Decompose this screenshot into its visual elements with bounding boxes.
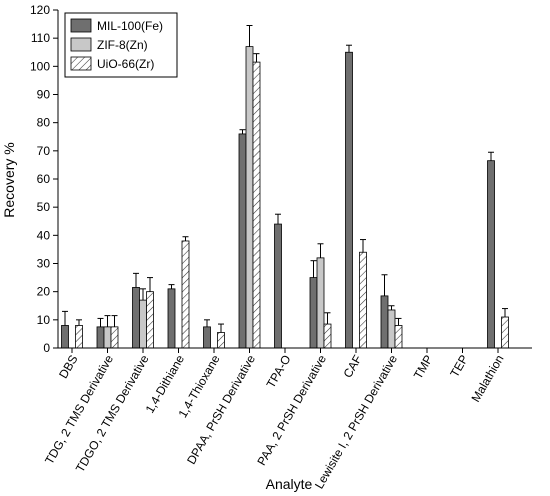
bar [316, 257, 325, 349]
bar [61, 325, 69, 349]
bar [103, 326, 112, 349]
y-tick-label: 100 [30, 59, 50, 73]
y-tick-label: 50 [37, 200, 51, 214]
legend-label: ZIF-8(Zn) [97, 38, 148, 52]
y-tick-label: 30 [37, 257, 51, 271]
legend-label: UiO-66(Zr) [97, 57, 154, 71]
x-axis-title: Analyte [266, 476, 313, 492]
bar [380, 295, 389, 349]
x-tick-label: DPAA, PrSH Derivative [184, 352, 258, 467]
legend-swatch [70, 37, 92, 52]
x-tick-label: Malathion [468, 353, 506, 405]
y-axis: 0 10 20 30 40 50 60 70 80 90 100 110 120 [30, 3, 59, 355]
bar [323, 323, 332, 349]
x-tick-label: TDG, 2 TMS Derivative [42, 352, 116, 466]
bar [487, 160, 495, 349]
bar [217, 332, 225, 349]
bar [203, 326, 211, 349]
y-tick-label: 120 [30, 3, 50, 17]
bar [96, 326, 105, 349]
legend-swatch [70, 56, 92, 71]
bar [139, 299, 147, 349]
y-tick-label: 40 [37, 228, 51, 242]
legend-label: MIL-100(Fe) [97, 19, 163, 33]
bar [309, 277, 318, 349]
bar [110, 326, 119, 349]
y-tick-label: 10 [37, 313, 51, 327]
y-tick-label: 70 [37, 144, 51, 158]
y-tick-label: 20 [37, 285, 51, 299]
bar [181, 240, 190, 349]
y-tick-label: 0 [43, 341, 50, 355]
x-tick-label: TEP [447, 353, 471, 380]
bar [345, 51, 353, 349]
bar [387, 309, 396, 349]
legend: MIL-100(Fe) ZIF-8(Zn) UiO-66(Zr) [64, 12, 178, 78]
y-axis-title: Recovery % [1, 142, 17, 217]
legend-swatch [70, 18, 92, 33]
bar [75, 325, 83, 349]
y-tick-label: 110 [31, 31, 50, 45]
bar [501, 316, 509, 349]
y-tick-label: 90 [37, 88, 51, 102]
x-tick-label: TPA-O [264, 353, 294, 391]
bar [132, 287, 140, 349]
y-tick-label: 80 [37, 116, 51, 130]
bar [238, 133, 247, 349]
y-tick-label: 60 [37, 172, 51, 186]
bar [359, 251, 367, 349]
x-tick-label: PAA, 2 PrSH Derivative [254, 352, 329, 468]
bar [167, 288, 176, 349]
bar [146, 291, 154, 349]
x-tick-label: CAF [340, 353, 364, 381]
bar [252, 61, 261, 349]
bar [245, 46, 254, 349]
x-tick-label: TMP [411, 353, 436, 382]
bar [274, 223, 282, 349]
x-tick-label: DBS [56, 353, 80, 381]
bar [394, 325, 403, 349]
